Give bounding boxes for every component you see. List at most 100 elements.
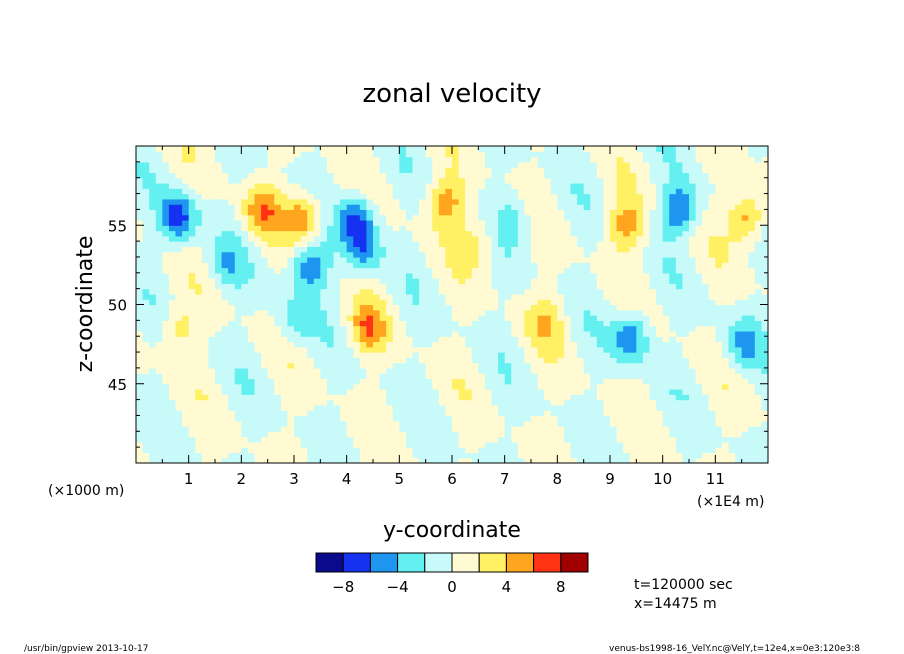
heatmap-cell [669, 309, 677, 316]
heatmap-cell [715, 320, 723, 327]
heatmap-cell [195, 299, 203, 306]
heatmap-cell [504, 209, 512, 216]
heatmap-cell [682, 447, 690, 454]
heatmap-cell [412, 256, 420, 263]
heatmap-cell [498, 357, 506, 364]
heatmap-cell [254, 341, 262, 348]
heatmap-cell [136, 315, 144, 321]
heatmap-cell [563, 267, 572, 274]
heatmap-cell [215, 447, 223, 454]
heatmap-cell [577, 193, 585, 200]
heatmap-cell [662, 204, 670, 210]
heatmap-cell [136, 214, 144, 221]
heatmap-cell [458, 241, 466, 247]
heatmap-cell [610, 225, 618, 232]
heatmap-cell [419, 320, 427, 327]
heatmap-cell [682, 404, 690, 411]
heatmap-cell [261, 404, 269, 411]
heatmap-cell [715, 389, 723, 395]
heatmap-cell [359, 293, 368, 300]
heatmap-cell [741, 436, 749, 443]
heatmap-cell [544, 251, 552, 258]
heatmap-cell [294, 283, 302, 290]
heatmap-cell [261, 373, 269, 380]
heatmap-cell [517, 399, 526, 406]
heatmap-cell [313, 272, 321, 279]
heatmap-cell [215, 299, 223, 306]
heatmap-cell [458, 283, 466, 290]
heatmap-cell [168, 204, 177, 210]
heatmap-cell [675, 436, 684, 443]
heatmap-cell [392, 436, 400, 443]
heatmap-cell [550, 288, 558, 295]
heatmap-cell [616, 256, 624, 263]
heatmap-cell [669, 219, 677, 226]
heatmap-cell [715, 330, 723, 337]
heatmap-cell [142, 436, 150, 443]
heatmap-cell [662, 378, 670, 385]
heatmap-cell [320, 272, 328, 279]
heatmap-cell [458, 399, 466, 406]
heatmap-cell [531, 241, 539, 247]
heatmap-cell [149, 182, 157, 189]
heatmap-cell [425, 420, 433, 427]
heatmap-cell [215, 251, 223, 258]
heatmap-cell [721, 235, 730, 242]
heatmap-cell [274, 320, 282, 327]
heatmap-cell [326, 325, 335, 332]
heatmap-cell [294, 378, 302, 385]
heatmap-cell [274, 204, 282, 210]
heatmap-cell [695, 241, 703, 247]
heatmap-cell [504, 256, 512, 263]
heatmap-cell [267, 251, 275, 258]
heatmap-cell [471, 367, 479, 374]
heatmap-cell [267, 219, 275, 226]
heatmap-cell [623, 304, 631, 311]
heatmap-cell [537, 278, 545, 284]
heatmap-cell [642, 457, 651, 463]
heatmap-cell [142, 352, 150, 358]
heatmap-cell [215, 262, 223, 269]
heatmap-cell [432, 251, 440, 258]
heatmap-cell [721, 447, 730, 454]
heatmap-cell [748, 341, 756, 348]
heatmap-cell [228, 362, 236, 369]
heatmap-cell [195, 346, 203, 353]
heatmap-cell [201, 346, 210, 353]
heatmap-cell [452, 399, 460, 406]
heatmap-cell [517, 204, 526, 210]
heatmap-cell [399, 330, 407, 337]
heatmap-cell [708, 346, 716, 353]
heatmap-cell [656, 441, 664, 448]
heatmap-cell [182, 404, 190, 411]
heatmap-cell [544, 225, 552, 232]
heatmap-cell [741, 214, 749, 221]
heatmap-cell [721, 389, 730, 395]
heatmap-cell [675, 404, 684, 411]
heatmap-cell [544, 293, 552, 300]
heatmap-cell [280, 241, 289, 247]
heatmap-cell [326, 373, 335, 380]
heatmap-cell [563, 198, 572, 205]
heatmap-cell [359, 283, 368, 290]
heatmap-cell [656, 293, 664, 300]
heatmap-cell [550, 378, 558, 385]
heatmap-cell [379, 204, 387, 210]
heatmap-cell [366, 341, 374, 348]
heatmap-cell [241, 204, 249, 210]
heatmap-cell [300, 188, 308, 195]
heatmap-cell [504, 219, 512, 226]
heatmap-cell [544, 378, 552, 385]
heatmap-cell [748, 367, 756, 374]
heatmap-cell [735, 293, 743, 300]
heatmap-cell [557, 457, 565, 463]
heatmap-cell [517, 251, 526, 258]
heatmap-cell [234, 373, 242, 380]
heatmap-cell [168, 389, 177, 395]
heatmap-cell [313, 219, 321, 226]
heatmap-cell [629, 399, 637, 406]
heatmap-cell [280, 325, 289, 332]
heatmap-cell [583, 251, 591, 258]
heatmap-cell [313, 441, 321, 448]
heatmap-cell [761, 399, 768, 406]
